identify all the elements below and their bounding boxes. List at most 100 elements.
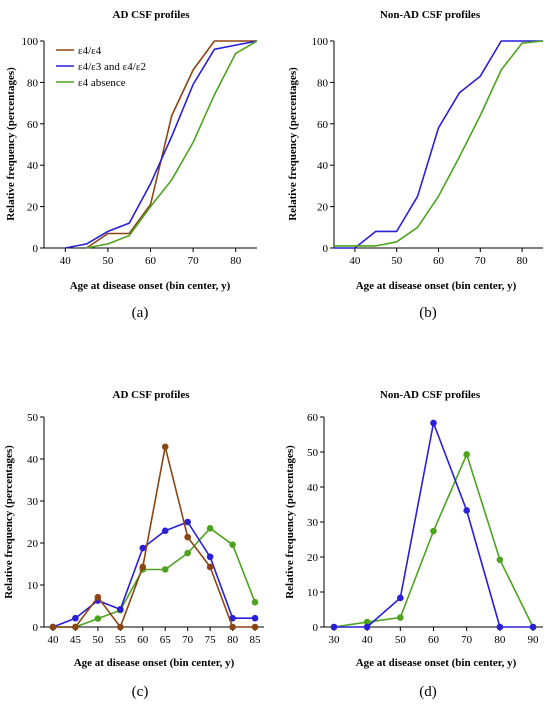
- panel-d-data-point-e4e3: [397, 594, 404, 602]
- panel-c-data-point-e4e3: [206, 553, 214, 561]
- caption-c: (c): [132, 684, 149, 700]
- legend-label-absence: ε4 absence: [78, 77, 126, 89]
- panel-d-data-point-absence: [397, 614, 404, 621]
- panel-a-ytick-label: 0: [33, 243, 39, 255]
- panel-c-data-point-e4e3: [117, 606, 124, 613]
- panel-d-data-point-e4e3: [496, 623, 504, 631]
- panel-c-data-point-e4e4: [184, 533, 191, 541]
- panel-a-xtick-label: 40: [60, 255, 72, 267]
- panel-c-data-point-absence: [206, 525, 214, 532]
- panel-c-ytick-label: 20: [27, 538, 39, 550]
- panel-a-ytick-label: 80: [27, 77, 39, 89]
- panel-a-ytick-label: 100: [22, 36, 39, 48]
- panel-c-data-point-absence: [251, 598, 259, 606]
- panel-d-xlabel: Age at disease onset (bin center, y): [356, 657, 517, 669]
- panel-a-title: AD CSF profiles: [113, 9, 191, 21]
- panel-a-xtick-label: 60: [145, 255, 157, 267]
- panel-c-ylabel: Relative frequency (percentages): [3, 445, 15, 599]
- panel-c-data-point-e4e3: [251, 614, 259, 622]
- panel-a-series-line-absence: [86, 40, 258, 249]
- panel-c-series-line-absence: [53, 527, 256, 628]
- panel-c-ytick-label: 10: [27, 580, 39, 592]
- panel-c-xtick-label: 60: [137, 634, 149, 646]
- panel-c-data-point-e4e4: [117, 623, 124, 631]
- panel-d-data-point-e4e3: [430, 419, 437, 427]
- panel-c-data-point-absence: [184, 549, 191, 557]
- panel-c: 0 10 20 30 40 50 40 45 50 55 60 65 70 75 80 85: [27, 412, 264, 646]
- panel-b-ytick-label: 60: [317, 119, 329, 131]
- panel-c-data-point-e4e3: [161, 527, 169, 535]
- panel-c-series-line-e4e3: [52, 521, 255, 628]
- panel-c-data-point-e4e4: [206, 563, 214, 571]
- legend-label-e4e4: ε4/ε4: [78, 45, 102, 57]
- panel-a-xlabel: Age at disease onset (bin center, y): [70, 280, 231, 292]
- panel-c-data-point-e4e4: [49, 623, 57, 631]
- panel-d-data-point-absence: [363, 618, 371, 626]
- panel-b-ytick-label: 100: [312, 36, 329, 48]
- panel-a: 0 20 40 60 80 100 40 50 60 70 80: [22, 36, 258, 267]
- panel-c-data-point-e4e4: [139, 563, 147, 571]
- panel-d-xtick-label: 60: [428, 634, 440, 646]
- panel-c-data-point-e4e3: [72, 614, 79, 622]
- panel-d-data-point-absence: [496, 556, 504, 564]
- panel-c-xtick-label: 65: [160, 634, 172, 646]
- panel-d-xtick-label: 90: [528, 634, 540, 646]
- legend: ε4/ε4 ε4/ε3 and ε4/ε2 ε4 absence: [56, 45, 146, 89]
- panel-d-ytick-label: 20: [307, 552, 319, 564]
- panel-b-xlabel: Age at disease onset (bin center, y): [356, 280, 517, 292]
- panel-d-xtick-label: 50: [395, 634, 407, 646]
- panel-b-ytick-label: 40: [317, 160, 329, 172]
- panel-c-xtick-label: 70: [182, 634, 194, 646]
- panel-a-series-line-e4e3: [65, 40, 258, 249]
- panel-b-xtick-label: 70: [475, 255, 487, 267]
- panel-b-series-line-e4e3: [334, 40, 543, 249]
- caption-b: (b): [419, 305, 437, 321]
- panel-c-data-point-e4e4: [94, 593, 102, 601]
- panel-c-data-point-e4e3: [184, 518, 191, 526]
- panel-c-ytick-label: 50: [27, 412, 39, 424]
- panel-c-data-point-e4e3: [139, 544, 147, 552]
- panel-c-xtick-label: 75: [205, 634, 217, 646]
- panel-d-series-line-absence: [333, 453, 534, 628]
- panel-d-ytick-label: 10: [307, 587, 319, 599]
- panel-b-title: Non-AD CSF profiles: [380, 9, 481, 21]
- panel-c-data-point-e4e4: [229, 623, 236, 631]
- panel-c-ytick-label: 0: [33, 622, 39, 634]
- panel-c-data-point-e4e4: [72, 623, 79, 631]
- panel-c-xtick-label: 50: [92, 634, 104, 646]
- panel-c-data-point-e4e4: [251, 623, 259, 631]
- panel-a-xtick-label: 80: [230, 255, 242, 267]
- panel-d-ytick-label: 50: [307, 447, 319, 459]
- panel-a-xtick-label: 70: [188, 255, 200, 267]
- panel-b-xtick-label: 40: [349, 255, 361, 267]
- panel-c-data-point-e4e3: [229, 614, 236, 622]
- panel-d-data-point-absence: [430, 527, 437, 535]
- panel-c-xtick-label: 55: [115, 634, 127, 646]
- panel-d-xtick-label: 30: [328, 634, 340, 646]
- panel-d-ytick-label: 30: [307, 517, 319, 529]
- caption-a: (a): [132, 305, 149, 321]
- panel-c-title: AD CSF profiles: [113, 389, 191, 401]
- panel-b-xtick-label: 50: [391, 255, 403, 267]
- panel-d-data-point-e4e3: [363, 623, 371, 631]
- panel-a-xtick-label: 50: [102, 255, 114, 267]
- panel-d-ytick-label: 60: [307, 412, 319, 424]
- panel-d-data-point-absence: [463, 451, 470, 458]
- panel-d-xtick-label: 40: [362, 634, 374, 646]
- panel-c-xtick-label: 80: [227, 634, 239, 646]
- panel-a-series-line-e4e4: [86, 40, 257, 249]
- panel-d-ytick-label: 0: [313, 622, 319, 634]
- panel-d-xtick-label: 80: [494, 634, 506, 646]
- legend-label-e4e3: ε4/ε3 and ε4/ε2: [78, 61, 146, 73]
- panel-c-data-point-absence: [94, 615, 102, 622]
- panel-d-data-point-e4e3: [529, 623, 537, 631]
- panel-c-xtick-label: 45: [70, 634, 82, 646]
- panel-d-ytick-label: 40: [307, 482, 319, 494]
- panel-b-ylabel: Relative frequency (percentages): [287, 67, 299, 221]
- panel-d-xtick-label: 70: [461, 634, 473, 646]
- panel-c-data-point-absence: [161, 566, 169, 573]
- panel-b-ytick-label: 20: [317, 202, 329, 214]
- panel-b-xtick-label: 80: [517, 255, 529, 267]
- panel-b-series-line-absence: [334, 40, 544, 247]
